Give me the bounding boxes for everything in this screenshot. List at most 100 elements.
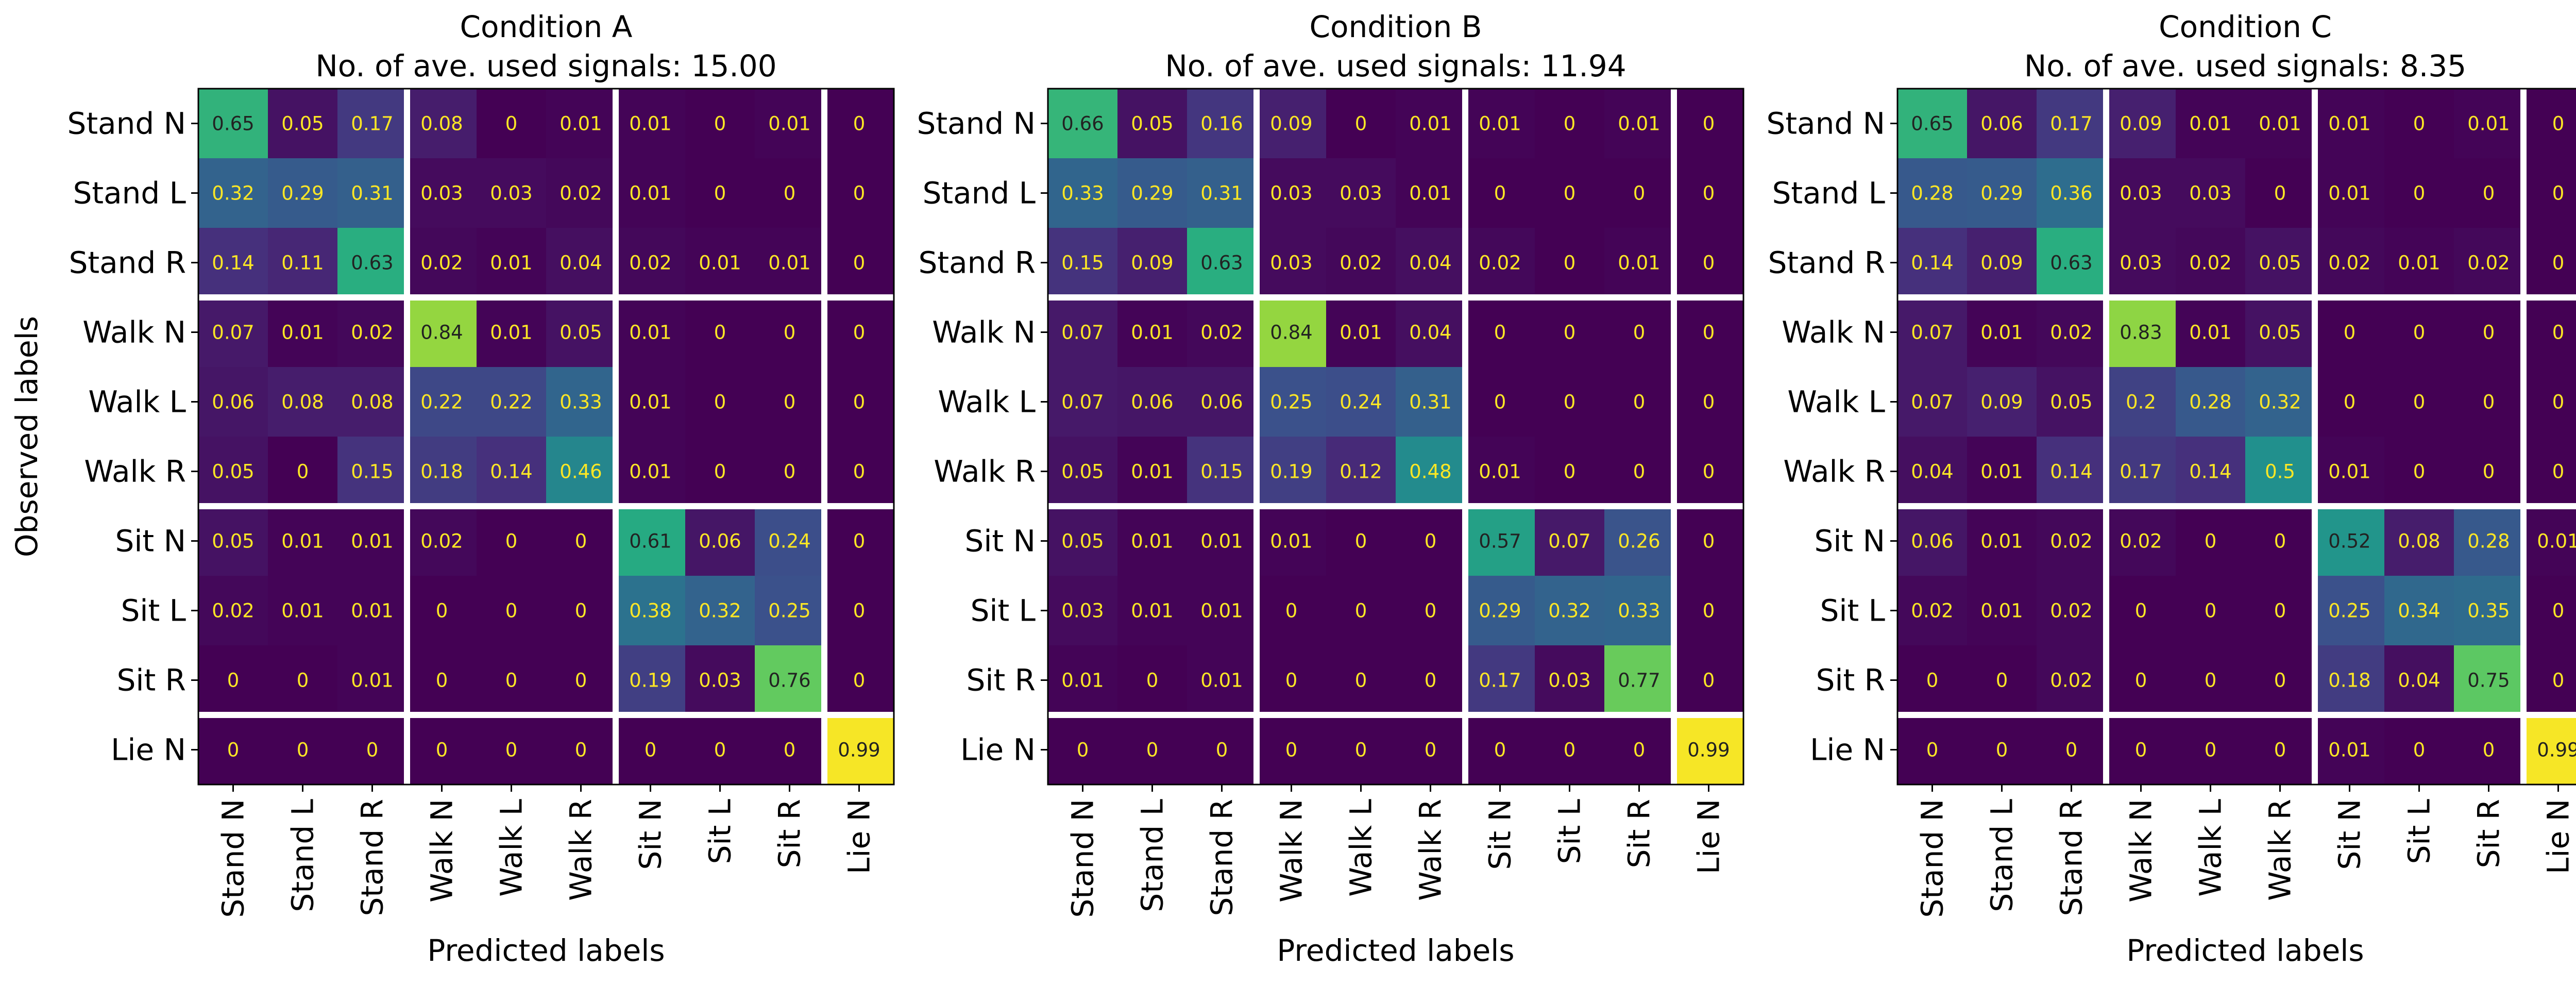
cell-value-label: 0 — [2205, 530, 2217, 553]
heatmap-cell — [1048, 297, 1118, 368]
heatmap-cell — [2176, 158, 2246, 228]
heatmap-cell — [1897, 158, 1968, 228]
cell-value-label: 0.08 — [420, 113, 463, 135]
cell-value-label: 0.02 — [2467, 252, 2510, 274]
heatmap-cell — [1048, 645, 1118, 715]
cell-value-label: 0.01 — [2328, 182, 2370, 205]
heatmap-cell — [1535, 576, 1605, 646]
y-tick-label: Stand R — [919, 245, 1036, 280]
cell-value-label: 0.06 — [1131, 391, 1173, 413]
y-tick-label: Walk R — [84, 454, 186, 489]
heatmap-cell — [1117, 89, 1188, 159]
cell-value-label: 0.29 — [1131, 182, 1173, 205]
heatmap-cell — [2523, 437, 2576, 507]
heatmap-cell — [616, 158, 686, 228]
cell-value-label: 0 — [853, 391, 866, 413]
cell-value-label: 0 — [2552, 670, 2565, 692]
heatmap-cell — [1465, 158, 1535, 228]
heatmap-cell — [1535, 645, 1605, 715]
cell-value-label: 0.09 — [1270, 113, 1312, 135]
y-tick-label: Stand N — [67, 106, 187, 141]
y-tick-label: Stand N — [1767, 106, 1886, 141]
heatmap-cell — [2384, 367, 2454, 437]
heatmap-cell — [1396, 158, 1466, 228]
cell-value-label: 0.25 — [768, 600, 810, 622]
cell-value-label: 0 — [853, 530, 866, 553]
x-tick-label: Stand R — [2054, 799, 2089, 916]
heatmap-cell — [2106, 506, 2176, 576]
x-tick-label: Sit N — [1483, 799, 1518, 870]
cell-value-label: 0 — [2135, 739, 2147, 761]
cell-value-label: 0.29 — [1479, 600, 1521, 622]
y-tick-label: Sit R — [967, 663, 1036, 698]
cell-value-label: 0 — [1425, 739, 1437, 761]
heatmap-cell — [755, 576, 825, 646]
cell-value-label: 0 — [1425, 530, 1437, 553]
cell-value-label: 0 — [436, 600, 448, 622]
cell-value-label: 0.5 — [2265, 461, 2295, 483]
cell-value-label: 0 — [2413, 322, 2426, 344]
cell-value-label: 0.32 — [2259, 391, 2301, 413]
cell-value-label: 0.61 — [629, 530, 671, 553]
cell-value-label: 0.17 — [351, 113, 393, 135]
y-tick-label: Sit R — [117, 663, 186, 698]
heatmap-cell — [1048, 576, 1118, 646]
heatmap-cell — [477, 576, 547, 646]
x-tick-label: Walk R — [564, 799, 599, 901]
heatmap-cell — [546, 297, 616, 368]
heatmap-cell — [2176, 576, 2246, 646]
cell-value-label: 0.06 — [212, 391, 254, 413]
cell-value-label: 0 — [1996, 739, 2008, 761]
heatmap-cell — [1396, 89, 1466, 159]
cell-value-label: 0.99 — [1687, 739, 1730, 761]
cell-value-label: 0.05 — [1061, 461, 1104, 483]
cell-value-label: 0.09 — [1131, 252, 1173, 274]
heatmap-cell — [2176, 89, 2246, 159]
heatmap-cell — [198, 506, 268, 576]
heatmap-cell — [2245, 367, 2315, 437]
heatmap-cell — [1257, 367, 1327, 437]
heatmap-cell — [2315, 715, 2385, 785]
y-tick-label: Walk L — [938, 385, 1036, 420]
x-tick-label: Stand L — [285, 799, 320, 912]
heatmap-cell — [2245, 437, 2315, 507]
heatmap-cell — [1674, 576, 1744, 646]
cell-value-label: 0.14 — [2050, 461, 2092, 483]
cell-value-label: 0.01 — [351, 600, 393, 622]
cell-value-label: 0 — [784, 391, 796, 413]
cell-value-label: 0.24 — [1340, 391, 1382, 413]
heatmap-cell — [1117, 506, 1188, 576]
cell-value-label: 0 — [2205, 600, 2217, 622]
cell-value-label: 0.05 — [2259, 252, 2301, 274]
cell-value-label: 0.76 — [768, 670, 810, 692]
cell-value-label: 0 — [505, 600, 518, 622]
heatmap-cell — [1117, 367, 1188, 437]
cell-value-label: 0.01 — [1980, 461, 2023, 483]
cell-value-label: 0.14 — [212, 252, 254, 274]
cell-value-label: 0.02 — [1340, 252, 1382, 274]
heatmap-cell — [1897, 89, 1968, 159]
heatmap-cell — [1604, 437, 1674, 507]
heatmap-cell — [337, 645, 408, 715]
heatmap-cell — [755, 437, 825, 507]
cell-value-label: 0.28 — [1911, 182, 1953, 205]
heatmap-cell — [755, 297, 825, 368]
cell-value-label: 0.65 — [1911, 113, 1953, 135]
cell-value-label: 0.01 — [1131, 322, 1173, 344]
cell-value-label: 0 — [2274, 530, 2286, 553]
cell-value-label: 0.07 — [1911, 322, 1953, 344]
heatmap-cell — [546, 715, 616, 785]
cell-value-label: 0.01 — [768, 113, 810, 135]
cell-value-label: 0.14 — [490, 461, 532, 483]
cell-value-label: 0.07 — [212, 322, 254, 344]
panel-2: Condition B No. of ave. used signals: 11.… — [917, 9, 1744, 968]
heatmap-cell — [2454, 158, 2524, 228]
cell-value-label: 0.09 — [2120, 113, 2162, 135]
cell-value-label: 0 — [1633, 182, 1646, 205]
heatmap-cell — [1187, 437, 1257, 507]
heatmap-cell — [2523, 228, 2576, 298]
y-tick-label: Sit R — [1816, 663, 1885, 698]
heatmap-cell — [2176, 437, 2246, 507]
heatmap-cell — [198, 437, 268, 507]
cell-value-label: 0.02 — [420, 530, 463, 553]
